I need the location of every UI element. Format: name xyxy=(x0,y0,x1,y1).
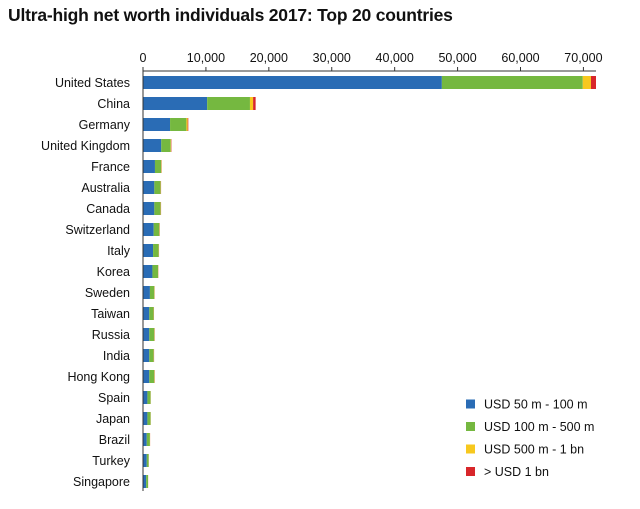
bar-segment xyxy=(143,349,150,362)
bar-segment xyxy=(146,475,149,488)
legend-label: USD 100 m - 500 m xyxy=(484,420,594,434)
category-label: Singapore xyxy=(73,475,130,489)
category-label: Korea xyxy=(97,265,130,279)
bar-segment xyxy=(143,328,150,341)
x-tick-label: 40,000 xyxy=(376,51,414,65)
bar-segment xyxy=(143,160,155,173)
bar-segment xyxy=(143,223,154,236)
category-label: United States xyxy=(55,76,130,90)
category-label: China xyxy=(97,97,130,111)
category-label: Australia xyxy=(81,181,130,195)
bar-segment xyxy=(143,454,147,467)
bar-segment xyxy=(441,76,583,89)
legend: USD 50 m - 100 m USD 100 m - 500 m USD 500… xyxy=(466,398,594,479)
bar-segment xyxy=(143,139,162,152)
category-label: Russia xyxy=(92,328,130,342)
x-tick-label: 0 xyxy=(140,51,147,65)
bar-segment xyxy=(253,97,256,110)
legend-label: USD 500 m - 1 bn xyxy=(484,443,584,457)
bar-segment xyxy=(143,181,155,194)
x-tick-label: 70,000 xyxy=(564,51,602,65)
category-label: France xyxy=(91,160,130,174)
bar-segment xyxy=(143,118,171,131)
category-label: Canada xyxy=(86,202,130,216)
bar-segment xyxy=(154,181,161,194)
bar-segment xyxy=(143,391,148,404)
bar-segment xyxy=(582,76,591,89)
x-tick-label: 20,000 xyxy=(250,51,288,65)
bar-segment xyxy=(146,454,149,467)
x-tick-label: 60,000 xyxy=(501,51,539,65)
category-label: India xyxy=(103,349,130,363)
bar-segment xyxy=(154,202,161,215)
category-label: Spain xyxy=(98,391,130,405)
bar-segment xyxy=(149,370,155,383)
category-label: United Kingdom xyxy=(41,139,130,153)
category-label: Switzerland xyxy=(65,223,130,237)
bar-segment xyxy=(143,433,147,446)
legend-swatch xyxy=(466,467,475,476)
bar-segment xyxy=(147,412,151,425)
category-label: Turkey xyxy=(92,454,130,468)
bar-segment xyxy=(143,370,150,383)
bar-segment xyxy=(143,244,154,257)
bar-segment xyxy=(153,223,160,236)
bar-segment xyxy=(153,244,159,257)
bar-segment xyxy=(249,97,254,110)
category-label: Sweden xyxy=(85,286,130,300)
x-axis-ticks: 0 10,000 20,000 30,000 40,000 50,000 60,000 70,… xyxy=(140,51,603,71)
bar-segment xyxy=(146,433,150,446)
bar-segment xyxy=(207,97,250,110)
x-tick-label: 10,000 xyxy=(187,51,225,65)
bar-segment xyxy=(170,139,172,152)
bar-segment xyxy=(149,349,154,362)
bar-segment xyxy=(143,265,153,278)
bars xyxy=(143,76,596,488)
x-tick-label: 30,000 xyxy=(313,51,351,65)
bar-segment xyxy=(152,265,159,278)
bar-segment xyxy=(143,97,208,110)
category-label: Japan xyxy=(96,412,130,426)
bar-segment xyxy=(186,118,188,131)
bar-segment xyxy=(143,412,148,425)
bar-segment xyxy=(161,139,171,152)
category-label: Taiwan xyxy=(91,307,130,321)
bar-segment xyxy=(149,328,155,341)
category-label: Hong Kong xyxy=(67,370,130,384)
legend-label: USD 50 m - 100 m xyxy=(484,398,588,412)
category-label: Brazil xyxy=(99,433,130,447)
x-tick-label: 50,000 xyxy=(438,51,476,65)
legend-label: > USD 1 bn xyxy=(484,465,549,479)
bar-segment xyxy=(149,307,154,320)
bar-segment xyxy=(143,202,155,215)
bar-segment xyxy=(154,160,162,173)
bar-segment xyxy=(590,76,596,89)
bar-segment xyxy=(187,118,189,131)
legend-swatch xyxy=(466,399,475,409)
bar-segment xyxy=(143,307,150,320)
category-label: Germany xyxy=(79,118,131,132)
chart-title: Ultra-high net worth individuals 2017: T… xyxy=(8,5,453,25)
bar-segment xyxy=(143,76,442,89)
category-labels: United States China Germany United Kingdom F… xyxy=(41,76,131,489)
bar-segment xyxy=(170,118,187,131)
bar-segment xyxy=(147,391,151,404)
category-label: Italy xyxy=(107,244,131,258)
legend-swatch xyxy=(466,422,475,431)
bar-segment xyxy=(143,286,150,299)
bar-segment xyxy=(149,286,155,299)
legend-swatch xyxy=(466,444,475,454)
bar-segment xyxy=(143,475,147,488)
